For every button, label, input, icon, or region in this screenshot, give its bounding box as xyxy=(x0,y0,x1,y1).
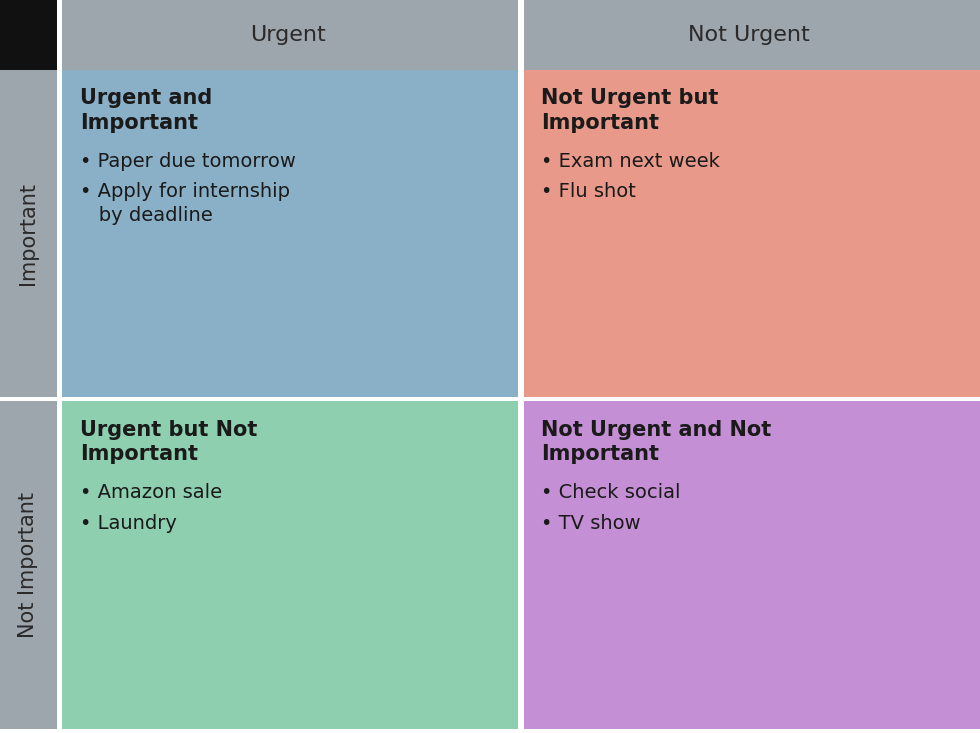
Bar xyxy=(62,402,518,729)
Text: Urgent and
Important: Urgent and Important xyxy=(79,88,212,133)
Text: Not Urgent: Not Urgent xyxy=(688,25,810,45)
Bar xyxy=(0,70,57,397)
Text: Urgent but Not
Important: Urgent but Not Important xyxy=(79,419,257,465)
Bar xyxy=(523,0,980,70)
Bar xyxy=(0,0,57,70)
Text: • Flu shot: • Flu shot xyxy=(541,183,636,202)
Text: Not Urgent and Not
Important: Not Urgent and Not Important xyxy=(541,419,771,465)
Text: • Apply for internship
   by deadline: • Apply for internship by deadline xyxy=(79,183,290,225)
Text: • Laundry: • Laundry xyxy=(79,514,176,533)
Text: • Amazon sale: • Amazon sale xyxy=(79,483,221,502)
Text: Important: Important xyxy=(19,182,38,285)
Bar xyxy=(0,402,57,729)
Text: Urgent: Urgent xyxy=(250,25,325,45)
Bar xyxy=(62,70,518,397)
Bar xyxy=(62,0,518,70)
Text: • TV show: • TV show xyxy=(541,514,641,533)
Text: • Exam next week: • Exam next week xyxy=(541,152,720,171)
Text: • Paper due tomorrow: • Paper due tomorrow xyxy=(79,152,296,171)
Text: • Check social: • Check social xyxy=(541,483,681,502)
Text: Not Important: Not Important xyxy=(19,492,38,638)
Bar xyxy=(523,402,980,729)
Text: Not Urgent but
Important: Not Urgent but Important xyxy=(541,88,718,133)
Bar xyxy=(523,70,980,397)
